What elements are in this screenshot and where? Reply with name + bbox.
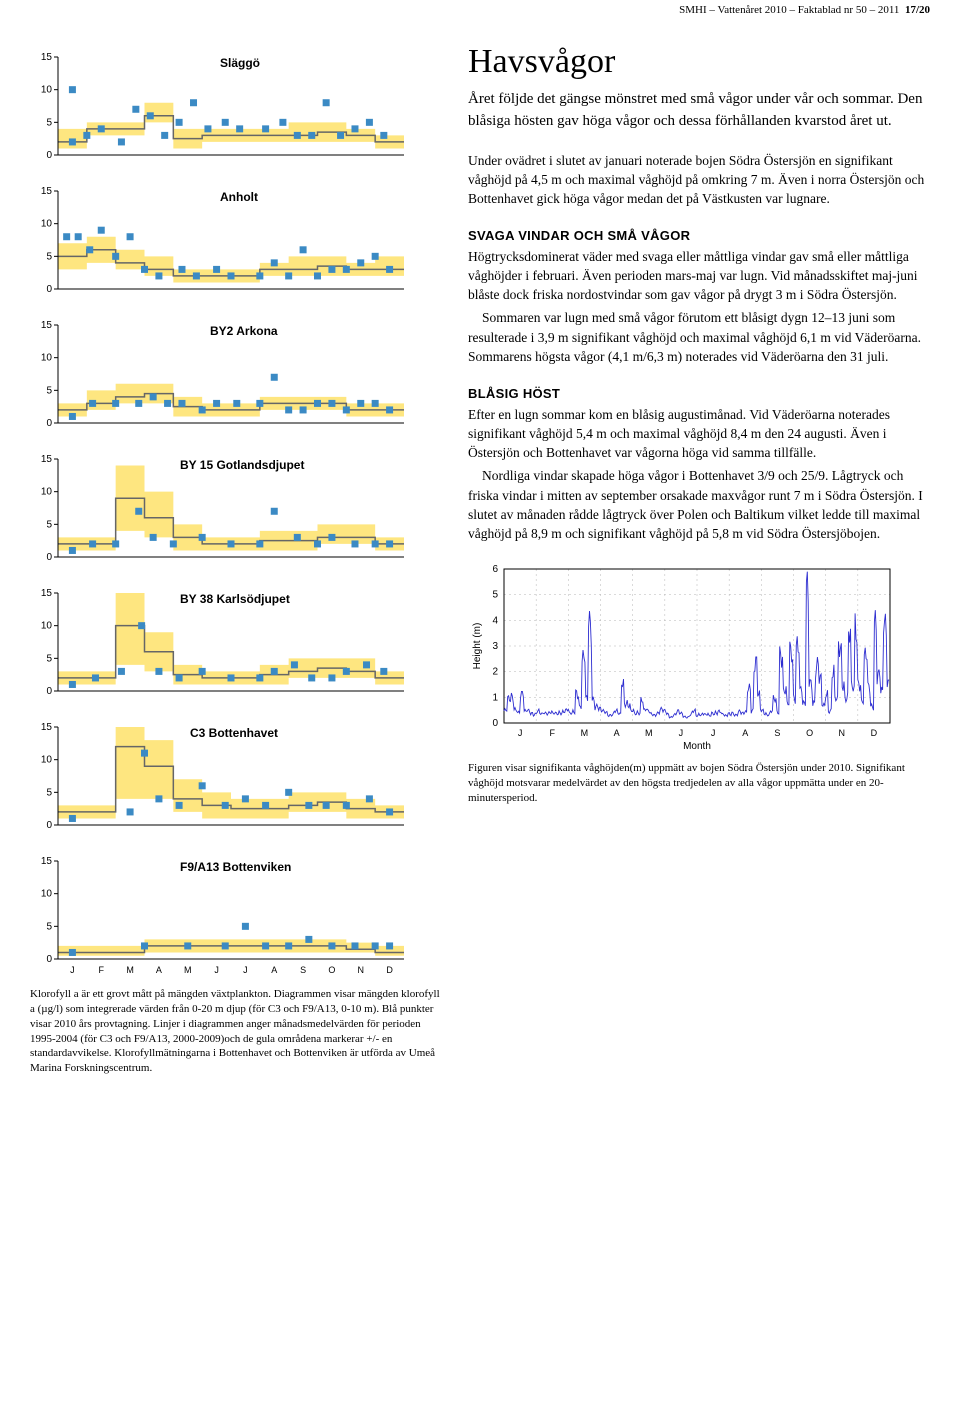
svg-text:J: J: [243, 965, 248, 975]
svg-text:0: 0: [46, 418, 52, 429]
svg-text:0: 0: [46, 686, 52, 697]
right-column: Havsvågor Året följde det gängse mönstre…: [468, 39, 930, 1080]
svg-text:F9/A13 Bottenviken: F9/A13 Bottenviken: [180, 860, 291, 874]
left-column: 0 5 10 15 Släggö 0 5 10 15 Anholt 0 5 10 15 BY2 Arkona…: [30, 39, 440, 1080]
svg-text:A: A: [614, 728, 620, 738]
para-2: Högtrycksdominerat väder med svaga eller…: [468, 247, 930, 304]
intro-para: Året följde det gängse mönstret med små …: [468, 89, 930, 133]
svg-text:3: 3: [492, 641, 498, 652]
para-1: Under ovädret i slutet av januari notera…: [468, 151, 930, 208]
svg-text:N: N: [358, 965, 365, 975]
header-text: SMHI – Vattenåret 2010 – Faktablad nr 50…: [679, 4, 899, 16]
svg-text:Anholt: Anholt: [220, 190, 258, 204]
svg-text:5: 5: [46, 519, 52, 530]
svg-text:5: 5: [46, 653, 52, 664]
svg-text:10: 10: [41, 353, 53, 364]
svg-text:J: J: [518, 728, 523, 738]
svg-text:BY 38 Karlsödjupet: BY 38 Karlsödjupet: [180, 592, 290, 606]
page-header: SMHI – Vattenåret 2010 – Faktablad nr 50…: [0, 0, 960, 19]
svg-text:5: 5: [46, 787, 52, 798]
svg-text:A: A: [271, 965, 277, 975]
svg-text:N: N: [839, 728, 846, 738]
svg-text:15: 15: [41, 722, 53, 733]
page-body: 051015Släggö051015Anholt051015BY2 Arkona…: [0, 19, 960, 1100]
chart-by2-arkona: 0 5 10 15 BY2 Arkona: [30, 311, 410, 441]
svg-text:Height (m): Height (m): [472, 623, 483, 670]
chart-f9-a13-bottenviken: 0 5 10 15 F9/A13 Bottenviken J F M A M J J A S O N D: [30, 847, 410, 985]
svg-text:F: F: [550, 728, 556, 738]
para-4: Efter en lugn sommar kom en blåsig augus…: [468, 405, 930, 462]
svg-text:5: 5: [46, 921, 52, 932]
svg-text:5: 5: [46, 117, 52, 128]
chart-by-15-gotlandsdjupet: 0 5 10 15 BY 15 Gotlandsdjupet: [30, 445, 410, 575]
svg-text:5: 5: [492, 590, 498, 601]
svg-text:A: A: [156, 965, 162, 975]
svg-text:C3 Bottenhavet: C3 Bottenhavet: [190, 726, 278, 740]
svg-text:10: 10: [41, 755, 53, 766]
chart-anholt: 0 5 10 15 Anholt: [30, 177, 410, 307]
svg-text:A: A: [742, 728, 748, 738]
svg-text:15: 15: [41, 186, 53, 197]
svg-text:Släggö: Släggö: [220, 56, 260, 70]
heading-windy-autumn: BLÅSIG HÖST: [468, 386, 930, 401]
svg-text:10: 10: [41, 487, 53, 498]
svg-text:0: 0: [46, 150, 52, 161]
svg-text:J: J: [70, 965, 75, 975]
svg-text:M: M: [645, 728, 653, 738]
svg-text:M: M: [581, 728, 589, 738]
svg-text:5: 5: [46, 385, 52, 396]
article-title: Havsvågor: [468, 43, 930, 81]
svg-text:15: 15: [41, 454, 53, 465]
svg-text:M: M: [184, 965, 192, 975]
left-caption: Klorofyll a är ett grovt mått på mängden…: [30, 987, 440, 1076]
svg-text:0: 0: [492, 718, 498, 729]
svg-text:10: 10: [41, 85, 53, 96]
svg-text:S: S: [774, 728, 780, 738]
svg-text:J: J: [214, 965, 219, 975]
chart-by-38-karls-djupet: 0 5 10 15 BY 38 Karlsödjupet: [30, 579, 410, 709]
svg-text:O: O: [328, 965, 335, 975]
svg-text:0: 0: [46, 954, 52, 965]
svg-text:0: 0: [46, 820, 52, 831]
svg-text:BY 15 Gotlandsdjupet: BY 15 Gotlandsdjupet: [180, 458, 304, 472]
svg-text:15: 15: [41, 588, 53, 599]
header-page: 17/20: [905, 4, 930, 16]
svg-text:J: J: [711, 728, 716, 738]
svg-text:10: 10: [41, 889, 53, 900]
svg-text:15: 15: [41, 320, 53, 331]
svg-text:J: J: [679, 728, 684, 738]
svg-text:0: 0: [46, 552, 52, 563]
para-3: Sommaren var lugn med små vågor förutom …: [468, 308, 930, 365]
svg-text:O: O: [806, 728, 813, 738]
svg-text:15: 15: [41, 52, 53, 63]
right-caption: Figuren visar signifikanta våghöjden(m) …: [468, 761, 930, 806]
svg-text:15: 15: [41, 856, 53, 867]
para-5: Nordliga vindar skapade höga vågor i Bot…: [468, 466, 930, 543]
svg-text:2: 2: [492, 667, 498, 678]
svg-text:F: F: [99, 965, 105, 975]
svg-text:6: 6: [492, 564, 498, 575]
svg-text:D: D: [386, 965, 393, 975]
svg-text:10: 10: [41, 219, 53, 230]
svg-text:S: S: [300, 965, 306, 975]
svg-text:0: 0: [46, 284, 52, 295]
svg-text:Month: Month: [683, 741, 711, 751]
wave-height-chart: 0 1 2 3 4 5 6 J F M A M J J A S O N D Month Height (m): [468, 561, 898, 751]
chlorophyll-charts: 0 5 10 15 Släggö 0 5 10 15 Anholt 0 5 10 15 BY2 Arkona…: [30, 43, 440, 977]
chart-c3-bottenhavet: 0 5 10 15 C3 Bottenhavet: [30, 713, 410, 843]
svg-text:5: 5: [46, 251, 52, 262]
heading-weak-winds: SVAGA VINDAR OCH SMÅ VÅGOR: [468, 228, 930, 243]
svg-text:D: D: [871, 728, 878, 738]
svg-text:4: 4: [492, 615, 498, 626]
svg-text:BY2 Arkona: BY2 Arkona: [210, 324, 278, 338]
svg-text:10: 10: [41, 621, 53, 632]
svg-text:1: 1: [492, 692, 498, 703]
svg-text:M: M: [126, 965, 134, 975]
chart-sl-gg-: 0 5 10 15 Släggö: [30, 43, 410, 173]
